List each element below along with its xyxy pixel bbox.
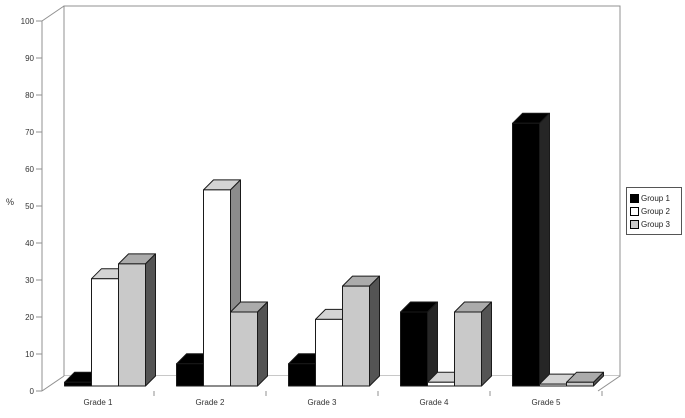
y-tick-label: 10 xyxy=(25,350,34,359)
bar-grade-5-group-1-side xyxy=(539,112,550,387)
y-tick-label: 40 xyxy=(25,239,34,248)
bar-grade-3-group-1 xyxy=(288,363,316,387)
x-axis-label: Grade 5 xyxy=(532,398,561,407)
y-tick-label: 30 xyxy=(25,276,34,285)
bar-grade-5-group-3 xyxy=(566,381,594,387)
y-tick-label: 80 xyxy=(25,91,34,100)
legend-item-group-2: Group 2 xyxy=(630,205,681,218)
bar-grade-3-group-3 xyxy=(342,285,370,387)
y-tick-label: 70 xyxy=(25,128,34,137)
bar-grade-3-group-3-side xyxy=(369,275,380,387)
y-tick-label: 60 xyxy=(25,165,34,174)
legend-label-group-1: Group 1 xyxy=(641,194,670,203)
bar-grade-3-group-2 xyxy=(315,318,343,387)
bar-grade-4-group-3-side xyxy=(481,301,492,387)
bar-grade-5-group-2 xyxy=(539,383,567,387)
x-axis-label: Grade 2 xyxy=(196,398,225,407)
legend-swatch-group-2 xyxy=(630,207,639,216)
bar-grade-1-group-2 xyxy=(91,278,119,387)
floor-left-edge xyxy=(41,375,65,392)
legend: Group 1 Group 2 Group 3 xyxy=(626,187,682,235)
y-tick-label: 20 xyxy=(25,313,34,322)
x-axis-label: Grade 4 xyxy=(420,398,449,407)
bar-grade-2-group-3-side xyxy=(257,301,268,387)
bar-grade-4-group-2 xyxy=(427,381,455,387)
bar-grade-2-group-1 xyxy=(176,363,204,387)
bar-grade-4-group-1 xyxy=(400,311,428,387)
bar-grade-2-group-3 xyxy=(230,311,258,387)
legend-label-group-2: Group 2 xyxy=(641,207,670,216)
y-tick-label: 0 xyxy=(30,387,35,396)
bar-grade-4-group-3 xyxy=(454,311,482,387)
y-tick-label: 50 xyxy=(25,202,34,211)
bar-grade-1-group-3 xyxy=(118,263,146,387)
legend-label-group-3: Group 3 xyxy=(641,220,670,229)
wall-top-left-edge xyxy=(41,5,65,22)
bar-grade-1-group-1 xyxy=(64,381,92,387)
floor-right-edge xyxy=(597,375,621,392)
x-axis-label: Grade 1 xyxy=(84,398,113,407)
legend-item-group-1: Group 1 xyxy=(630,192,681,205)
x-axis-label: Grade 3 xyxy=(308,398,337,407)
bar-grade-1-group-3-side xyxy=(145,253,156,387)
legend-swatch-group-1 xyxy=(630,194,639,203)
legend-item-group-3: Group 3 xyxy=(630,218,681,231)
bar-grade-5-group-1 xyxy=(512,122,540,387)
bar-grade-2-group-2 xyxy=(203,189,231,387)
legend-swatch-group-3 xyxy=(630,220,639,229)
y-tick-label: 100 xyxy=(21,17,35,26)
y-axis-title: % xyxy=(6,197,15,207)
y-tick-label: 90 xyxy=(25,54,34,63)
